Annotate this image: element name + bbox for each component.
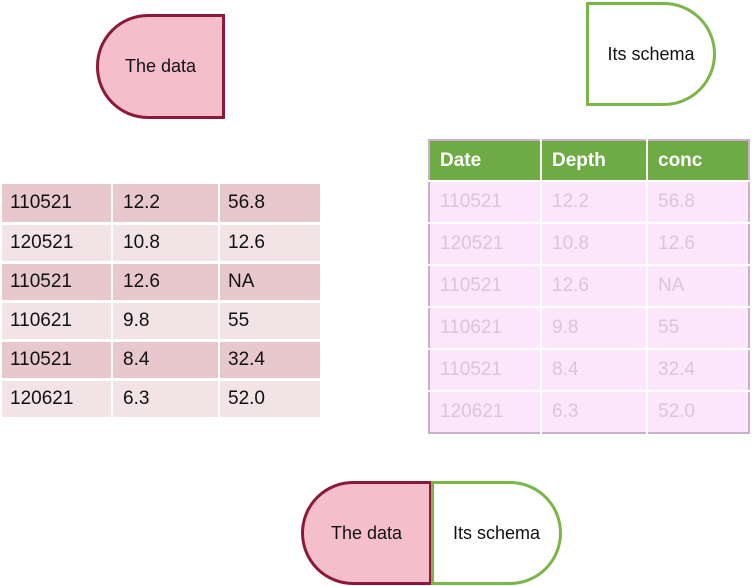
data-table-cell: 12.6 <box>112 262 220 303</box>
data-table-row: 120521 10.8 12.6 <box>2 223 322 264</box>
schema-table-cell: 56.8 <box>647 180 749 223</box>
schema-table-row: 120521 10.8 12.6 <box>429 222 749 265</box>
schema-table-cell: 120521 <box>429 222 542 265</box>
data-table-row: 110521 12.6 NA <box>2 262 322 303</box>
combined-data-shape: The data <box>301 481 432 585</box>
data-table-cell: 8.4 <box>112 340 220 381</box>
schema-table-cell: 6.3 <box>541 390 648 433</box>
schema-table-cell: 9.8 <box>541 306 648 349</box>
combined-schema-label: Its schema <box>452 522 541 543</box>
data-table-cell: 120621 <box>2 379 113 420</box>
data-table-cell: 10.8 <box>112 223 220 264</box>
schema-table: Date Depth conc 110521 12.2 56.8 120521 10.8 12.… <box>428 139 750 434</box>
data-table-cell: 56.8 <box>219 184 322 225</box>
data-table-cell: 110521 <box>2 184 113 225</box>
data-shape-top: The data <box>96 14 225 119</box>
data-table-cell: 55 <box>219 301 322 342</box>
schema-table-cell: NA <box>647 264 749 307</box>
schema-table-cell: 52.0 <box>647 390 749 433</box>
schema-table-row: 120621 6.3 52.0 <box>429 390 749 433</box>
data-table-cell: 32.4 <box>219 340 322 381</box>
schema-table-row: 110521 8.4 32.4 <box>429 348 749 391</box>
schema-table-cell: 110621 <box>429 306 542 349</box>
schema-table-cell: 55 <box>647 306 749 349</box>
schema-table-cell: 12.6 <box>647 222 749 265</box>
combined-data-label: The data <box>330 522 403 543</box>
schema-table-cell: 12.6 <box>541 264 648 307</box>
data-shape-label: The data <box>124 56 197 76</box>
data-table-cell: 120521 <box>2 223 113 264</box>
data-table-cell: 110621 <box>2 301 113 342</box>
schema-table-cell: 110521 <box>429 264 542 307</box>
data-table-cell: NA <box>219 262 322 303</box>
combined-schema-shape: Its schema <box>431 481 562 585</box>
schema-table-cell: 32.4 <box>647 348 749 391</box>
schema-table-cell: 110521 <box>429 180 542 223</box>
schema-shape-top: Its schema <box>586 2 716 106</box>
data-table-cell: 110521 <box>2 340 113 381</box>
schema-header-cell: Depth <box>541 140 648 181</box>
schema-header-cell: conc <box>647 140 749 181</box>
schema-table-row: 110521 12.6 NA <box>429 264 749 307</box>
schema-table-cell: 110521 <box>429 348 542 391</box>
schema-table-cell: 120621 <box>429 390 542 433</box>
data-table-cell: 110521 <box>2 262 113 303</box>
data-table-cell: 52.0 <box>219 379 322 420</box>
data-table-row: 110521 12.2 56.8 <box>2 184 322 225</box>
data-table-cell: 9.8 <box>112 301 220 342</box>
schema-table-row: 110521 12.2 56.8 <box>429 180 749 223</box>
schema-table-row: 110621 9.8 55 <box>429 306 749 349</box>
schema-table-cell: 12.2 <box>541 180 648 223</box>
data-table-cell: 12.6 <box>219 223 322 264</box>
data-table-row: 110621 9.8 55 <box>2 301 322 342</box>
schema-header-row: Date Depth conc <box>429 140 749 181</box>
schema-table-cell: 10.8 <box>541 222 648 265</box>
data-table-row: 120621 6.3 52.0 <box>2 379 322 420</box>
schema-header-cell: Date <box>429 140 542 181</box>
data-table-cell: 6.3 <box>112 379 220 420</box>
schema-table-cell: 8.4 <box>541 348 648 391</box>
schema-shape-label: Its schema <box>607 43 695 64</box>
data-table-row: 110521 8.4 32.4 <box>2 340 322 381</box>
data-table: 110521 12.2 56.8 120521 10.8 12.6 110521 12.6 NA… <box>2 184 322 420</box>
data-table-cell: 12.2 <box>112 184 220 225</box>
